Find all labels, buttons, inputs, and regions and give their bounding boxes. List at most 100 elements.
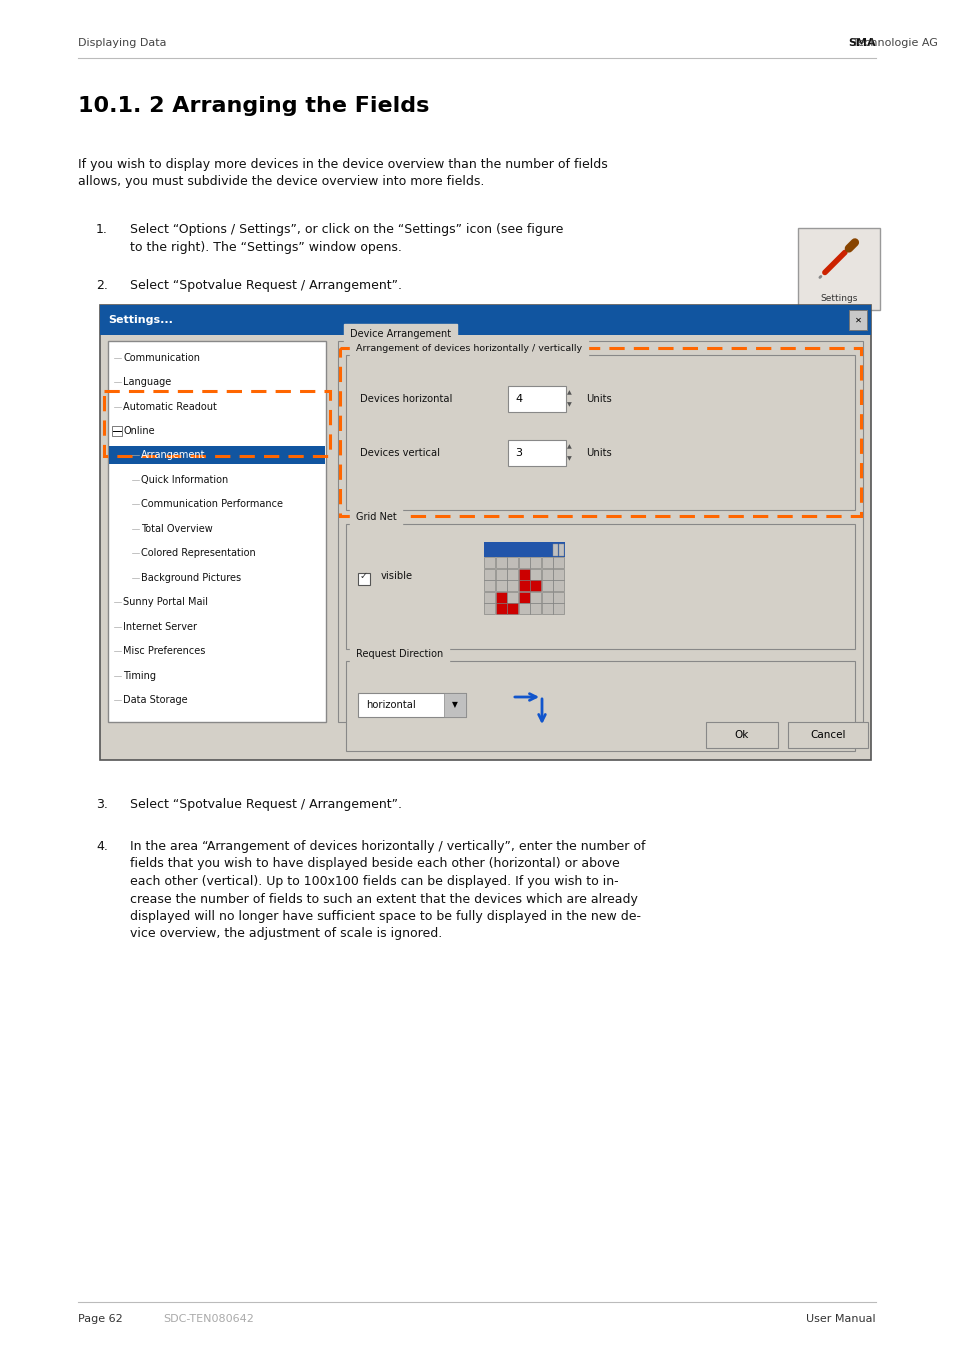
Text: SMA: SMA: [847, 38, 875, 49]
FancyBboxPatch shape: [530, 603, 540, 614]
FancyBboxPatch shape: [346, 356, 854, 510]
FancyBboxPatch shape: [507, 592, 517, 603]
Text: Communication Performance: Communication Performance: [141, 499, 283, 510]
Text: If you wish to display more devices in the device overview than the number of fi: If you wish to display more devices in t…: [78, 158, 607, 188]
FancyBboxPatch shape: [530, 557, 540, 568]
Text: Online: Online: [123, 426, 154, 435]
Text: 1.: 1.: [96, 223, 108, 237]
FancyBboxPatch shape: [346, 525, 854, 649]
FancyBboxPatch shape: [553, 592, 563, 603]
Text: Units: Units: [585, 448, 611, 458]
FancyBboxPatch shape: [507, 603, 517, 614]
Text: ▲: ▲: [566, 445, 571, 449]
FancyBboxPatch shape: [100, 306, 870, 760]
Text: Arrangement: Arrangement: [141, 450, 205, 461]
Text: Ok: Ok: [734, 730, 748, 740]
Text: 4.: 4.: [96, 840, 108, 853]
Text: Select “Spotvalue Request / Arrangement”.: Select “Spotvalue Request / Arrangement”…: [130, 798, 401, 811]
Text: 10.1. 2 Arranging the Fields: 10.1. 2 Arranging the Fields: [78, 96, 429, 116]
FancyBboxPatch shape: [705, 722, 778, 748]
Text: SDC-TEN080642: SDC-TEN080642: [163, 1314, 253, 1324]
FancyBboxPatch shape: [507, 439, 565, 466]
Text: Settings: Settings: [820, 293, 857, 303]
Text: Cancel: Cancel: [809, 730, 845, 740]
FancyBboxPatch shape: [787, 722, 867, 748]
FancyBboxPatch shape: [100, 306, 870, 335]
FancyBboxPatch shape: [518, 557, 529, 568]
FancyBboxPatch shape: [484, 592, 495, 603]
Text: Settings...: Settings...: [108, 315, 172, 324]
FancyBboxPatch shape: [848, 310, 866, 330]
Text: Devices horizontal: Devices horizontal: [359, 393, 452, 404]
FancyBboxPatch shape: [483, 542, 564, 557]
FancyBboxPatch shape: [541, 580, 552, 591]
FancyBboxPatch shape: [496, 603, 506, 614]
FancyBboxPatch shape: [507, 387, 565, 412]
FancyBboxPatch shape: [541, 603, 552, 614]
FancyBboxPatch shape: [496, 557, 506, 568]
FancyBboxPatch shape: [484, 603, 495, 614]
FancyBboxPatch shape: [530, 580, 540, 591]
Text: ▼: ▼: [566, 403, 571, 407]
FancyBboxPatch shape: [553, 603, 563, 614]
Text: Language: Language: [123, 377, 172, 387]
FancyBboxPatch shape: [541, 592, 552, 603]
Text: ▼: ▼: [452, 700, 457, 710]
FancyBboxPatch shape: [797, 228, 879, 310]
Text: Internet Server: Internet Server: [123, 622, 196, 631]
FancyBboxPatch shape: [530, 592, 540, 603]
FancyBboxPatch shape: [484, 580, 495, 591]
Text: Select “Options / Settings”, or click on the “Settings” icon (see figure
to the : Select “Options / Settings”, or click on…: [130, 223, 563, 254]
Text: horizontal: horizontal: [366, 700, 416, 710]
Text: 3: 3: [515, 448, 521, 458]
FancyBboxPatch shape: [553, 569, 563, 580]
Text: Sunny Portal Mail: Sunny Portal Mail: [123, 598, 208, 607]
FancyBboxPatch shape: [484, 557, 495, 568]
Text: Displaying Data: Displaying Data: [78, 38, 167, 49]
FancyBboxPatch shape: [518, 592, 529, 603]
Text: Units: Units: [585, 393, 611, 404]
FancyBboxPatch shape: [558, 544, 563, 556]
Text: Devices vertical: Devices vertical: [359, 448, 439, 458]
Text: Misc Preferences: Misc Preferences: [123, 646, 205, 657]
FancyBboxPatch shape: [553, 580, 563, 591]
FancyBboxPatch shape: [507, 580, 517, 591]
FancyBboxPatch shape: [541, 569, 552, 580]
Text: Device Arrangement: Device Arrangement: [350, 329, 451, 339]
Text: User Manual: User Manual: [805, 1314, 875, 1324]
Text: ▼: ▼: [566, 457, 571, 461]
FancyBboxPatch shape: [507, 557, 517, 568]
Text: 3.: 3.: [96, 798, 108, 811]
Text: visible: visible: [380, 571, 413, 581]
Text: Background Pictures: Background Pictures: [141, 573, 241, 583]
Text: 4: 4: [515, 393, 521, 404]
FancyBboxPatch shape: [507, 569, 517, 580]
Text: Grid Net: Grid Net: [355, 512, 396, 522]
Text: Automatic Readout: Automatic Readout: [123, 402, 216, 411]
FancyBboxPatch shape: [108, 341, 326, 722]
FancyBboxPatch shape: [346, 661, 854, 750]
Text: Select “Spotvalue Request / Arrangement”.: Select “Spotvalue Request / Arrangement”…: [130, 279, 401, 292]
FancyBboxPatch shape: [496, 569, 506, 580]
Text: Communication: Communication: [123, 353, 200, 362]
FancyBboxPatch shape: [496, 592, 506, 603]
FancyBboxPatch shape: [518, 580, 529, 591]
FancyBboxPatch shape: [357, 573, 370, 585]
FancyBboxPatch shape: [530, 569, 540, 580]
FancyBboxPatch shape: [553, 557, 563, 568]
Text: ✕: ✕: [854, 315, 861, 324]
Text: Timing: Timing: [123, 671, 156, 681]
Text: Request Direction: Request Direction: [355, 649, 443, 660]
FancyBboxPatch shape: [518, 603, 529, 614]
Text: Total Overview: Total Overview: [141, 525, 213, 534]
FancyBboxPatch shape: [443, 694, 465, 717]
Text: ▲: ▲: [566, 391, 571, 396]
Text: ✓: ✓: [359, 571, 368, 581]
FancyBboxPatch shape: [541, 557, 552, 568]
FancyBboxPatch shape: [337, 341, 862, 722]
Text: Quick Information: Quick Information: [141, 475, 228, 485]
Text: Page 62: Page 62: [78, 1314, 123, 1324]
Text: Colored Representation: Colored Representation: [141, 549, 255, 558]
FancyBboxPatch shape: [552, 544, 557, 556]
Text: Arrangement of devices horizontally / vertically: Arrangement of devices horizontally / ve…: [355, 345, 581, 353]
